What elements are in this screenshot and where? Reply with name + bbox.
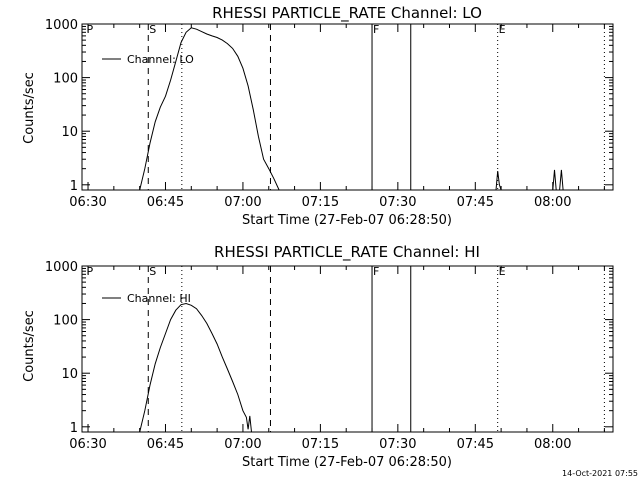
marker-label: P (86, 23, 93, 36)
y-tick-label: 1 (70, 421, 78, 436)
x-tick-label: 06:30 (69, 437, 106, 452)
series-line (495, 169, 564, 191)
legend: Channel: LO (102, 53, 194, 66)
y-axis-label: Counts/sec (22, 72, 37, 144)
chart-title: RHESSI PARTICLE_RATE Channel: LO (212, 4, 482, 23)
y-tick-label: 1000 (45, 18, 78, 33)
x-tick-label: 07:45 (457, 195, 494, 210)
legend: Channel: HI (102, 292, 191, 305)
legend-label: Channel: HI (127, 292, 191, 305)
plot-layer: P S F E 06:30 06:45 07:00 07:15 07:30 07:45 08:00 1… (45, 18, 613, 210)
series-line (139, 302, 252, 433)
x-tick-label: 07:30 (379, 195, 416, 210)
x-tick-label: 07:00 (224, 195, 261, 210)
y-tick-label: 10 (61, 367, 78, 382)
plot-frame (81, 265, 614, 433)
marker-label: F (373, 23, 379, 36)
x-tick-label: 07:45 (457, 437, 494, 452)
marker-label: S (149, 265, 156, 278)
date-stamp: 14-Oct-2021 07:55 (562, 469, 638, 478)
marker-label: E (499, 265, 506, 278)
x-tick-label: 07:15 (302, 437, 339, 452)
y-tick-label: 1 (70, 179, 78, 194)
legend-label: Channel: LO (127, 53, 194, 66)
panel-hi: RHESSI PARTICLE_RATE Channel: HI Counts/… (22, 243, 614, 470)
panel-lo: RHESSI PARTICLE_RATE Channel: LO Counts/… (22, 4, 614, 228)
plot-layer: P S F E 06:30 06:45 07:00 07:15 07:30 07:45 08:00 1… (45, 260, 613, 452)
x-axis-label: Start Time (27-Feb-07 06:28:50) (242, 213, 452, 228)
x-tick-label: 07:30 (379, 437, 416, 452)
x-tick-label: 07:00 (224, 437, 261, 452)
y-tick-label: 1000 (45, 260, 78, 275)
x-tick-label: 06:45 (147, 437, 184, 452)
x-tick-label: 06:45 (147, 195, 184, 210)
y-tick-label: 100 (53, 314, 78, 329)
marker-label: S (149, 23, 156, 36)
y-axis-label: Counts/sec (22, 310, 37, 382)
plot-frame (81, 23, 614, 191)
series-line (139, 27, 280, 191)
y-tick-label: 100 (53, 72, 78, 87)
x-axis-label: Start Time (27-Feb-07 06:28:50) (242, 455, 452, 470)
x-tick-label: 06:30 (69, 195, 106, 210)
x-tick-label: 07:15 (302, 195, 339, 210)
x-tick-label: 08:00 (534, 437, 571, 452)
marker-label: P (86, 265, 93, 278)
marker-label: F (373, 265, 379, 278)
marker-label: E (499, 23, 506, 36)
chart-title: RHESSI PARTICLE_RATE Channel: HI (214, 243, 480, 262)
x-tick-label: 08:00 (534, 195, 571, 210)
y-tick-label: 10 (61, 125, 78, 140)
